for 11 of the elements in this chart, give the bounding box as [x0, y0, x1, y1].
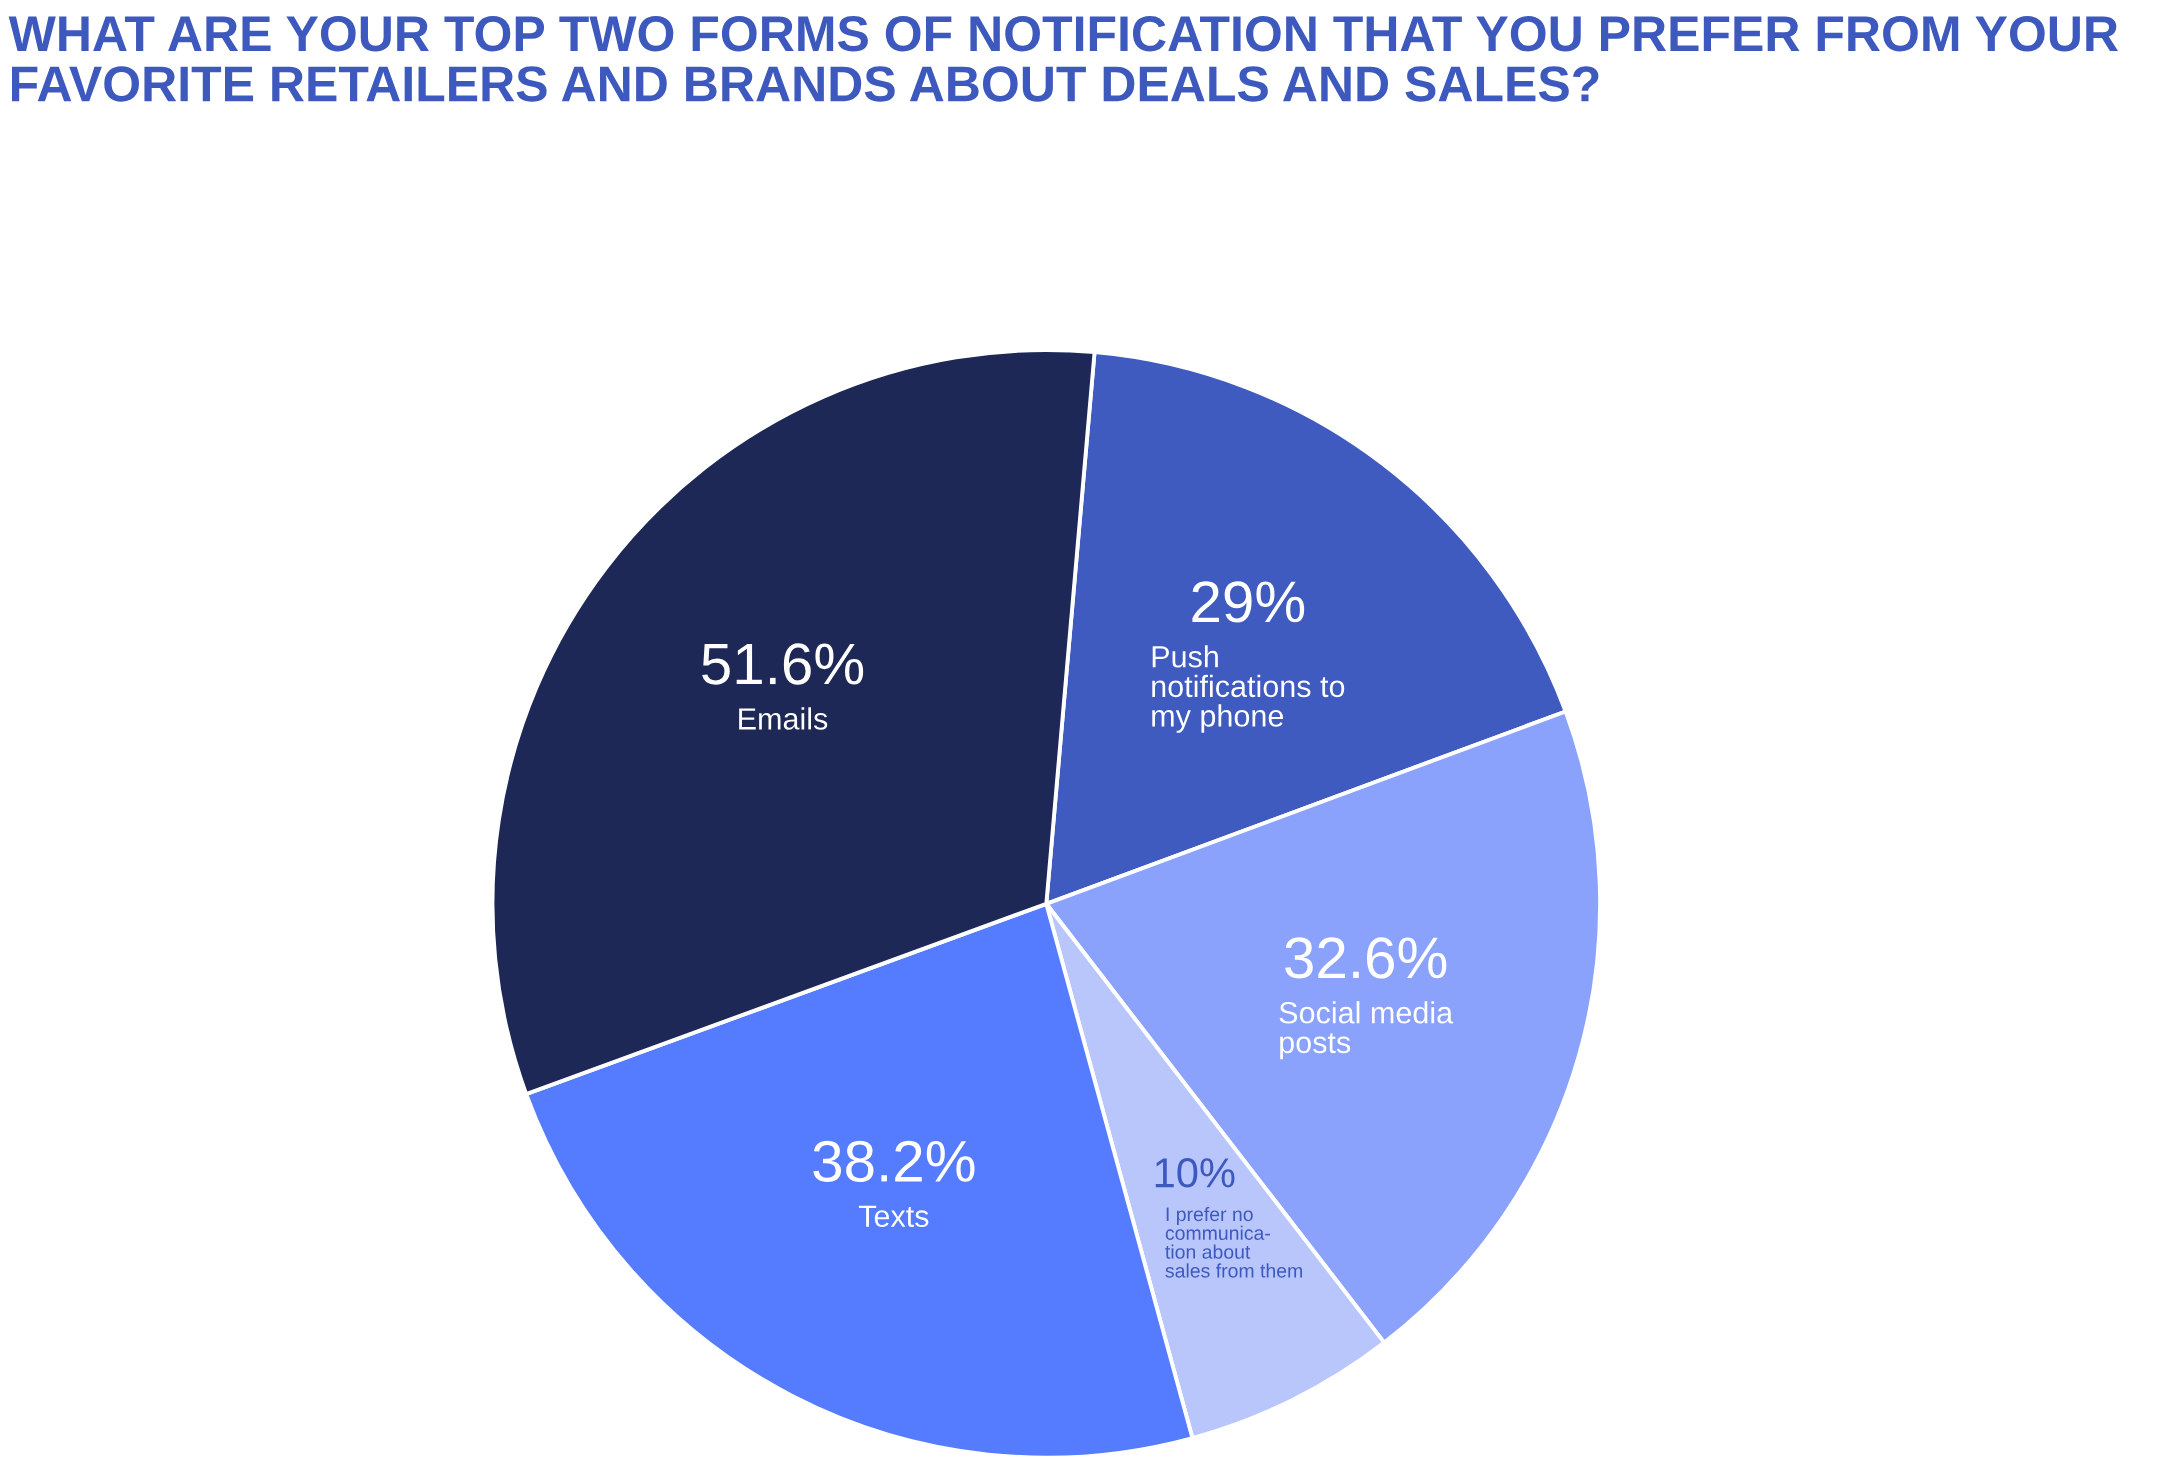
data-label: 29%: [1192, 581, 1305, 623]
data-label: 51.6%: [702, 643, 864, 685]
data-label: 10%: [1155, 1158, 1235, 1188]
slice-label: Texts: [858, 1205, 929, 1228]
slice-label: Social media posts: [1279, 1001, 1454, 1060]
data-label: 38.2%: [813, 1140, 975, 1183]
slice-label: I prefer no communica- tion about sales from them: [1165, 1206, 1302, 1278]
slice-label: Emails: [739, 707, 828, 730]
slice-label: Push notifications to my phone: [1152, 645, 1345, 733]
data-label: 32.6%: [1285, 937, 1447, 979]
chart-title: WHAT ARE YOUR TOP TWO FORMS OF NOTIFICATION THAT YOU PREFER FROM YOUR FAVORITE RETAILERS AND BRANDS ABOUT DEALS AND SALES?: [8, 16, 2119, 102]
